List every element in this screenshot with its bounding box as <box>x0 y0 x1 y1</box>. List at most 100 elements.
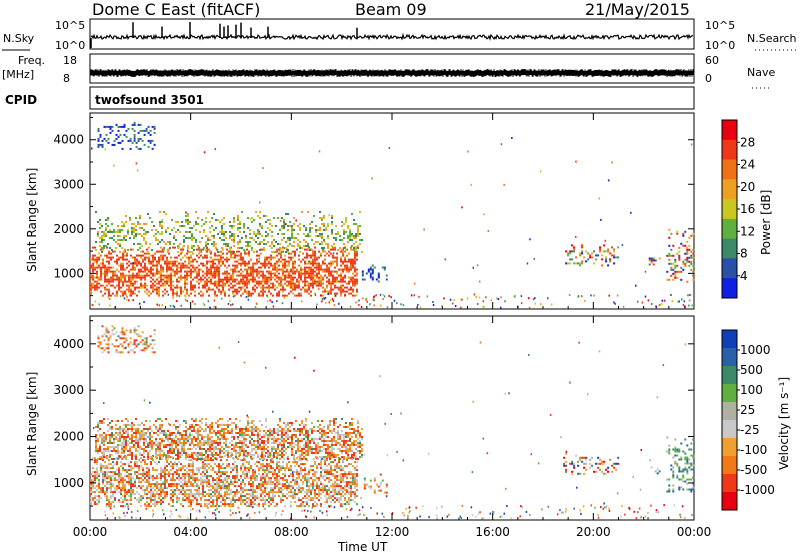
power-cell <box>221 239 223 241</box>
velocity-cell <box>274 483 276 486</box>
power-cell <box>354 284 356 287</box>
power-cell <box>180 274 182 277</box>
power-cell <box>198 256 200 259</box>
power-cell <box>246 280 248 283</box>
velocity-cell <box>130 475 132 478</box>
power-cell <box>200 268 202 271</box>
power-noise-cell <box>593 294 595 297</box>
power-noise-cell <box>107 296 109 299</box>
power-cell <box>256 250 258 253</box>
velocity-cell <box>162 475 164 478</box>
velocity-cell <box>198 503 200 506</box>
power-cell <box>100 278 102 281</box>
power-cell <box>278 260 280 263</box>
velocity-cell <box>130 487 132 490</box>
power-cell <box>274 266 276 269</box>
velocity-cell <box>164 467 166 470</box>
power-noise-cell <box>123 297 126 300</box>
velocity-cell <box>140 487 142 490</box>
velocity-cell <box>126 469 128 472</box>
velocity-cell <box>104 493 106 496</box>
power-cell <box>120 280 122 283</box>
power-cell <box>342 260 344 263</box>
velocity-cell <box>92 481 94 484</box>
velocity-cell <box>206 465 208 468</box>
velocity-cell <box>294 465 296 468</box>
power-cell <box>130 276 132 279</box>
power-cell <box>650 261 653 264</box>
power-noise-cell <box>651 303 653 305</box>
power-cell <box>286 270 288 273</box>
power-cell <box>105 233 107 235</box>
power-cell <box>236 274 238 277</box>
velocity-cell <box>150 499 152 502</box>
power-cell <box>287 229 289 231</box>
power-cell <box>229 225 231 227</box>
velocity-cell <box>196 499 198 502</box>
velocity-cell <box>172 489 174 492</box>
velocity-cell <box>108 477 110 480</box>
power-cell <box>256 270 258 273</box>
power-cell <box>226 278 228 281</box>
power-cell <box>189 227 191 229</box>
velocity-cell <box>184 475 186 478</box>
velocity-cell <box>190 501 192 504</box>
velocity-cell <box>264 469 266 472</box>
power-cell <box>140 282 142 285</box>
power-cell <box>150 286 152 289</box>
velocity-cell <box>276 491 278 494</box>
power-cell <box>92 268 94 271</box>
velocity-cell <box>204 463 206 466</box>
velocity-cell <box>262 491 264 494</box>
power-cell <box>218 254 220 257</box>
power-cell <box>193 237 195 239</box>
power-cell <box>668 262 671 265</box>
power-noise-cell <box>132 262 134 264</box>
power-cell <box>119 229 121 231</box>
power-cell <box>139 247 141 249</box>
power-cell <box>688 264 691 267</box>
velocity-cell <box>156 481 158 484</box>
power-cell <box>336 256 338 259</box>
power-cell <box>658 257 661 260</box>
velocity-cell <box>234 491 236 494</box>
velocity-cell <box>236 485 238 488</box>
power-cell <box>297 239 299 241</box>
power-cell <box>214 280 216 283</box>
power-cell <box>256 260 258 263</box>
power-cell <box>323 229 325 231</box>
power-cell <box>684 262 687 265</box>
power-cell <box>337 233 339 235</box>
power-cell <box>248 254 250 257</box>
power-cell <box>163 247 165 249</box>
velocity-cell <box>212 491 214 494</box>
power-cell <box>218 262 220 265</box>
power-cell <box>327 245 329 247</box>
power-cell <box>214 268 216 271</box>
power-cell <box>255 211 257 213</box>
power-cell <box>340 290 342 293</box>
power-cell <box>130 274 132 277</box>
power-cell <box>166 260 168 263</box>
power-cell <box>184 270 186 273</box>
velocity-cell <box>130 469 132 472</box>
power-cell <box>158 256 160 259</box>
velocity-cell <box>278 487 280 490</box>
velocity-cell <box>194 493 196 496</box>
velocity-cell <box>230 471 232 474</box>
power-cell <box>195 229 197 231</box>
velocity-cell <box>264 465 266 468</box>
velocity-cell <box>112 485 114 488</box>
power-noise-cell <box>91 304 94 307</box>
power-cell <box>213 229 215 231</box>
velocity-cell <box>280 483 282 486</box>
power-cell <box>244 250 246 253</box>
velocity-cell <box>132 483 134 486</box>
power-cell <box>344 250 346 253</box>
power-cell <box>279 251 281 253</box>
power-cell <box>334 284 336 287</box>
power-cell <box>90 258 92 261</box>
power-cell <box>294 250 296 253</box>
power-cell <box>237 247 239 249</box>
power-cell <box>296 294 298 297</box>
